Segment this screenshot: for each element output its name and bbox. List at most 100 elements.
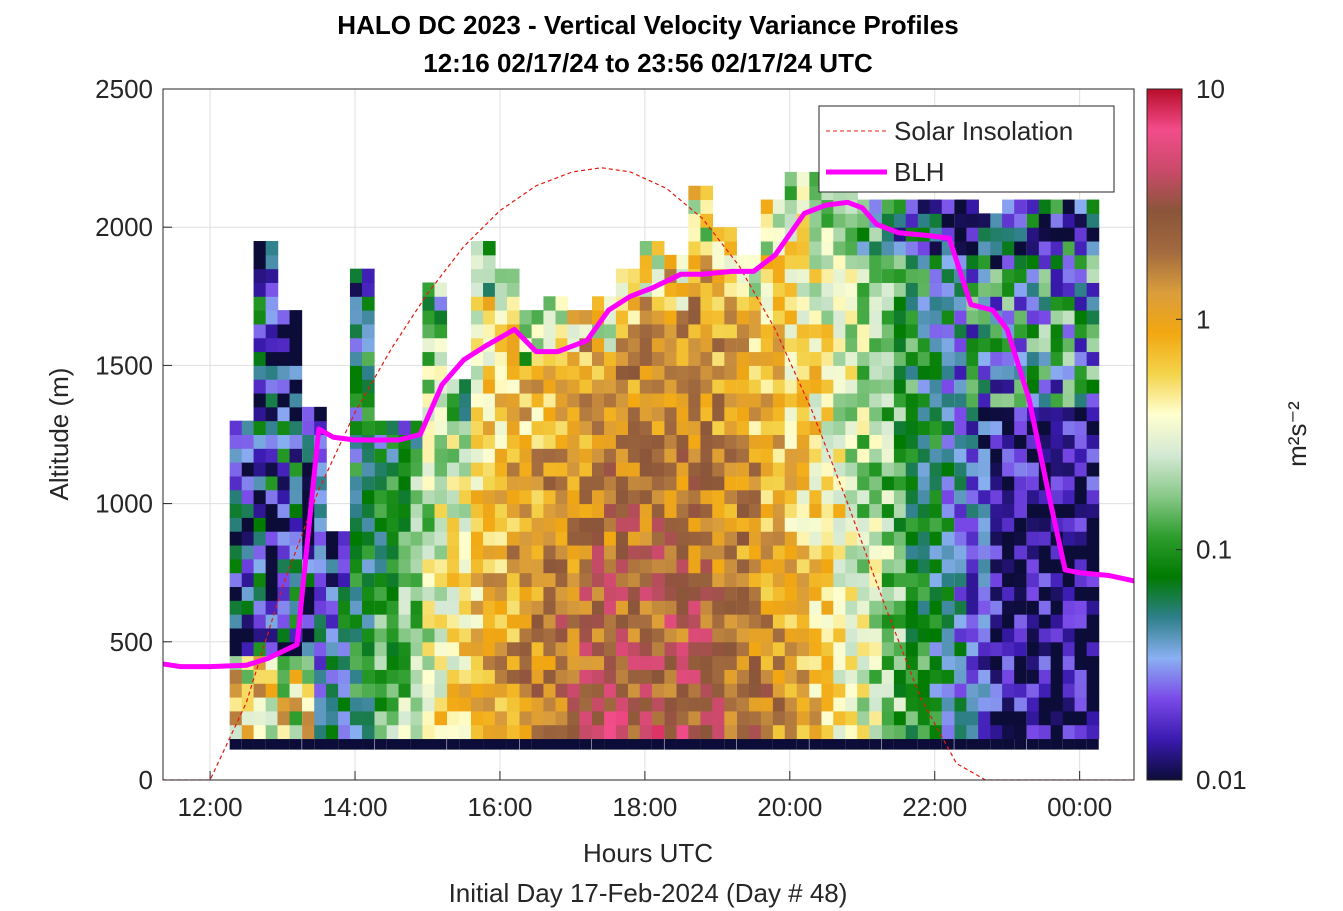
heatmap-cell <box>881 724 895 740</box>
heatmap-cell <box>700 558 714 574</box>
heatmap-cell <box>881 475 895 491</box>
heatmap-cell <box>483 254 496 270</box>
heatmap-cell <box>506 641 520 657</box>
heatmap-cell <box>796 669 810 684</box>
heatmap-cell <box>410 641 424 657</box>
heatmap-cell <box>1062 710 1076 726</box>
heatmap-cell <box>639 365 653 380</box>
heatmap-cell <box>796 171 810 187</box>
heatmap-cell <box>1074 406 1088 422</box>
heatmap-cell <box>398 655 412 670</box>
heatmap-cell <box>881 669 895 684</box>
heatmap-cell <box>627 448 641 463</box>
heatmap-cell <box>869 227 882 242</box>
heatmap-cell <box>966 365 979 380</box>
heatmap-cell <box>374 448 388 463</box>
heatmap-cell <box>760 655 774 670</box>
heatmap-cell <box>941 738 954 750</box>
heatmap-cell <box>615 337 629 353</box>
chart-title: HALO DC 2023 - Vertical Velocity Varianc… <box>337 10 958 40</box>
heatmap-cell <box>845 268 858 283</box>
heatmap-cell <box>724 337 737 353</box>
heatmap-cell <box>386 710 400 726</box>
heatmap-cell <box>784 600 798 615</box>
heatmap-cell <box>893 738 906 750</box>
y-tick-label: 1500 <box>95 350 153 380</box>
heatmap-cell <box>700 697 714 712</box>
heatmap-cell <box>265 434 279 449</box>
heatmap-cell <box>277 572 291 588</box>
heatmap-cell <box>1038 254 1052 270</box>
heatmap-cell <box>941 254 955 270</box>
heatmap-cell <box>1014 572 1027 588</box>
heatmap-cell <box>519 434 533 449</box>
heatmap-cell <box>990 227 1003 242</box>
heatmap-cell <box>410 600 424 615</box>
heatmap-cell <box>917 683 931 698</box>
heatmap-cell <box>1002 586 1015 601</box>
heatmap-cell <box>809 545 822 560</box>
heatmap-cell <box>869 448 882 463</box>
heatmap-cell <box>845 351 858 366</box>
heatmap-cell <box>760 586 774 601</box>
heatmap-cell <box>579 724 593 740</box>
heatmap-cell <box>1074 296 1088 311</box>
heatmap-cell <box>314 586 327 601</box>
heatmap-cell <box>857 254 870 270</box>
heatmap-cell <box>748 627 762 643</box>
heatmap-cell <box>869 517 882 532</box>
heatmap-cell <box>470 241 484 256</box>
heatmap-cell <box>302 420 315 435</box>
heatmap-cell <box>869 683 882 698</box>
heatmap-cell <box>796 655 810 670</box>
heatmap-cell <box>651 614 665 629</box>
heatmap-cell <box>881 213 895 228</box>
heatmap-cell <box>1038 558 1052 574</box>
heatmap-cell <box>796 614 810 629</box>
heatmap-cell <box>651 254 665 270</box>
heatmap-cell <box>990 213 1003 228</box>
heatmap-cell <box>265 310 279 325</box>
heatmap-cell <box>712 517 725 532</box>
heatmap-cell <box>772 296 786 311</box>
heatmap-cell <box>676 323 690 339</box>
heatmap-cell <box>712 641 725 657</box>
heatmap-cell <box>229 531 243 546</box>
heatmap-cell <box>229 420 243 435</box>
heatmap-cell <box>555 627 569 643</box>
heatmap-cell <box>253 462 267 477</box>
heatmap-cell <box>905 724 919 740</box>
heatmap-cell <box>289 724 303 740</box>
heatmap-cell <box>748 337 762 353</box>
heatmap-cell <box>893 365 907 380</box>
heatmap-cell <box>1038 614 1052 629</box>
heatmap-cell <box>724 683 737 698</box>
heatmap-cell <box>664 310 678 325</box>
heatmap-cell <box>736 641 750 657</box>
heatmap-cell <box>1026 448 1040 463</box>
heatmap-cell <box>289 710 303 726</box>
heatmap-cell <box>470 254 484 270</box>
heatmap-cell <box>760 420 774 435</box>
heatmap-cell <box>724 379 737 394</box>
heatmap-cell <box>978 365 991 380</box>
heatmap-cell <box>494 641 508 657</box>
heatmap-cell <box>784 572 798 588</box>
heatmap-cell <box>229 627 243 643</box>
heatmap-cell <box>1014 254 1027 270</box>
heatmap-cell <box>591 379 605 394</box>
heatmap-cell <box>809 586 822 601</box>
heatmap-cell <box>410 683 424 698</box>
heatmap-cell <box>1002 475 1015 491</box>
heatmap-cell <box>506 268 520 283</box>
heatmap-cell <box>519 683 533 698</box>
heatmap-cell <box>639 254 653 270</box>
heatmap-cell <box>809 503 822 518</box>
heatmap-cell <box>676 627 690 643</box>
heatmap-cell <box>434 614 448 629</box>
heatmap-cell <box>1086 738 1099 750</box>
heatmap-cell <box>978 641 991 657</box>
heatmap-cell <box>567 572 580 588</box>
heatmap-cell <box>531 600 545 615</box>
heatmap-cell <box>676 448 690 463</box>
